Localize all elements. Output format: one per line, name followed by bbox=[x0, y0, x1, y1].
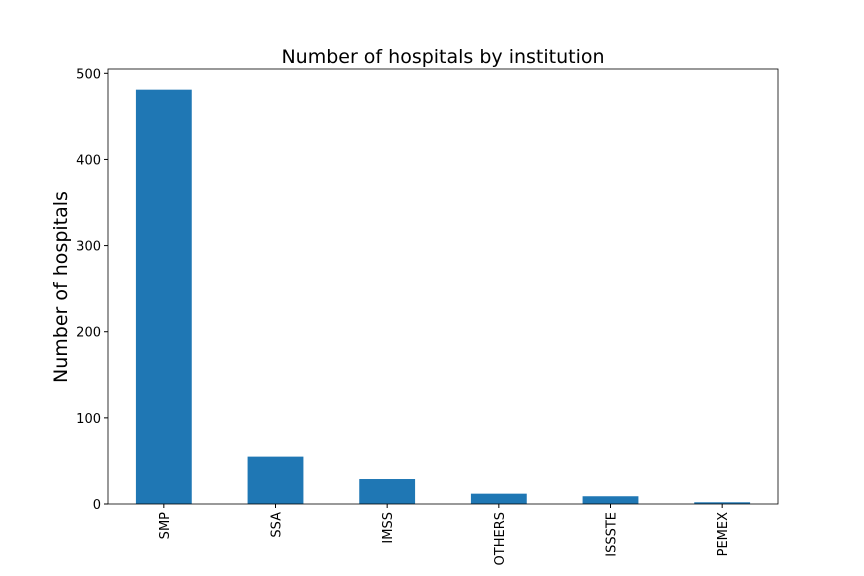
bar bbox=[694, 502, 751, 504]
y-tick-label: 0 bbox=[93, 498, 101, 513]
x-axis-label: Institution bbox=[395, 573, 491, 576]
y-axis-label: Number of hospitals bbox=[50, 191, 72, 383]
x-tick-label: SMP bbox=[158, 512, 173, 539]
y-tick-label: 300 bbox=[76, 240, 101, 255]
plot-frame bbox=[107, 68, 779, 505]
bar bbox=[359, 479, 416, 504]
y-tick-label: 100 bbox=[76, 412, 101, 427]
bar bbox=[470, 493, 527, 504]
bar bbox=[247, 456, 304, 504]
y-tick-label: 200 bbox=[76, 326, 101, 341]
bar bbox=[582, 496, 639, 504]
y-tick-label: 400 bbox=[76, 153, 101, 168]
x-tick-label: OTHERS bbox=[493, 512, 508, 565]
chart-title: Number of hospitals by institution bbox=[281, 46, 604, 68]
x-tick-label: PEMEX bbox=[716, 512, 731, 556]
x-tick-label: SSA bbox=[270, 512, 285, 538]
x-tick-label: IMSS bbox=[381, 512, 396, 544]
bar bbox=[135, 89, 192, 504]
x-tick-label: ISSSTE bbox=[605, 512, 620, 557]
y-tick-label: 500 bbox=[76, 67, 101, 82]
